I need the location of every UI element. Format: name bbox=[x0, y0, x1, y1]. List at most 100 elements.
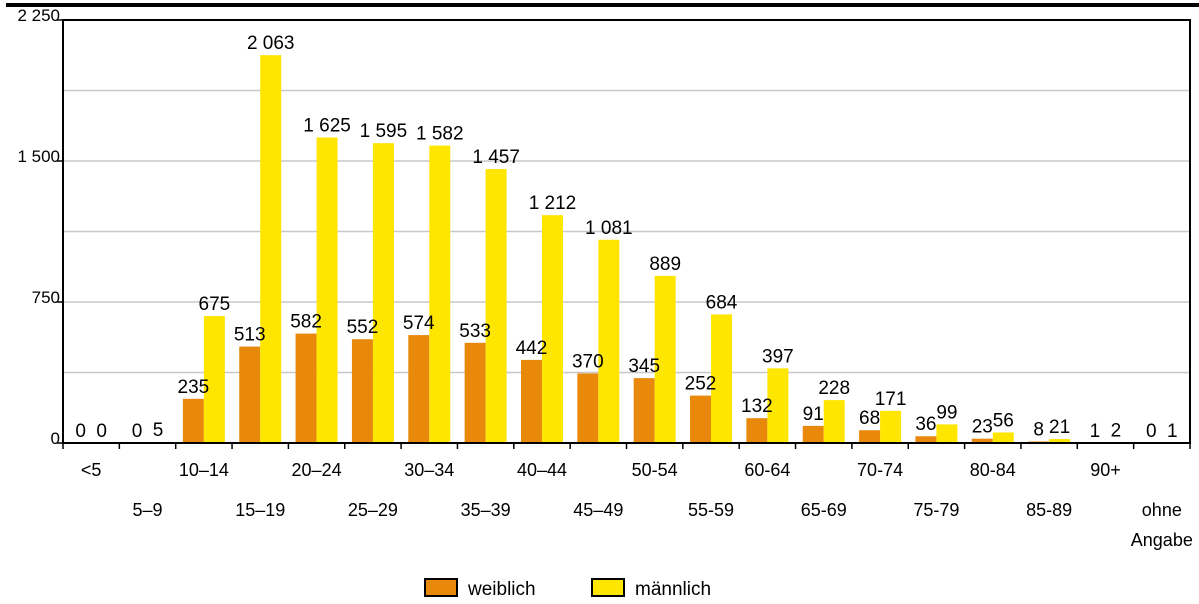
bar-männlich bbox=[316, 137, 338, 443]
bar-weiblich bbox=[690, 395, 712, 443]
legend-label-männlich: männlich bbox=[635, 579, 711, 600]
x-tick-label: Angabe bbox=[1131, 530, 1193, 550]
data-label-weiblich: 0 bbox=[1146, 421, 1157, 442]
data-label-männlich: 56 bbox=[993, 410, 1014, 431]
data-label-weiblich: 8 bbox=[1033, 419, 1044, 440]
data-label-weiblich: 91 bbox=[803, 404, 824, 425]
data-label-männlich: 1 625 bbox=[303, 116, 351, 137]
x-tick-label: 20–24 bbox=[292, 460, 342, 480]
bar-weiblich bbox=[746, 418, 768, 443]
x-tick-label: 30–34 bbox=[404, 460, 454, 480]
bar-weiblich bbox=[182, 398, 204, 443]
bar-weiblich bbox=[295, 333, 317, 443]
bar-weiblich bbox=[859, 430, 881, 443]
data-label-weiblich: 235 bbox=[178, 377, 210, 398]
data-label-weiblich: 132 bbox=[741, 396, 773, 417]
x-tick-label: 65-69 bbox=[801, 500, 847, 520]
x-tick-label: <5 bbox=[81, 460, 102, 480]
x-tick-label: 55-59 bbox=[688, 500, 734, 520]
bar-männlich bbox=[711, 314, 733, 443]
data-label-männlich: 889 bbox=[649, 254, 681, 275]
y-axis: 0 750 1 500 2 250 bbox=[17, 6, 63, 448]
x-tick-label: ohne bbox=[1142, 500, 1182, 520]
data-label-weiblich: 370 bbox=[572, 351, 604, 372]
bar-weiblich bbox=[408, 335, 430, 443]
bar-männlich bbox=[485, 169, 507, 444]
bar-männlich bbox=[429, 145, 451, 444]
data-label-weiblich: 442 bbox=[516, 338, 548, 359]
bar-männlich bbox=[992, 432, 1014, 443]
legend-label-weiblich: weiblich bbox=[467, 579, 536, 600]
x-tick-label: 80-84 bbox=[970, 460, 1016, 480]
data-label-weiblich: 23 bbox=[972, 417, 993, 438]
data-label-männlich: 2 bbox=[1111, 421, 1122, 442]
data-label-weiblich: 0 bbox=[75, 421, 86, 442]
y-tick-label: 750 bbox=[32, 288, 60, 307]
bar-männlich bbox=[598, 239, 620, 443]
y-tick-label: 0 bbox=[51, 429, 60, 448]
legend-swatch-männlich bbox=[591, 578, 625, 597]
x-tick-label: 5–9 bbox=[133, 500, 163, 520]
x-tick-label: 10–14 bbox=[179, 460, 229, 480]
data-label-männlich: 171 bbox=[875, 389, 907, 410]
data-label-männlich: 5 bbox=[153, 420, 164, 441]
data-label-weiblich: 574 bbox=[403, 313, 435, 334]
bar-weiblich bbox=[915, 436, 937, 443]
bar-weiblich bbox=[239, 346, 261, 443]
data-label-weiblich: 552 bbox=[347, 317, 379, 338]
x-tick-label: 75-79 bbox=[913, 500, 959, 520]
x-tick-label: 15–19 bbox=[235, 500, 285, 520]
x-tick-label: 70-74 bbox=[857, 460, 903, 480]
plot-frame bbox=[62, 19, 1191, 444]
data-label-männlich: 1 582 bbox=[416, 124, 464, 145]
bar-männlich bbox=[203, 316, 225, 443]
bar-weiblich bbox=[577, 373, 599, 443]
data-label-weiblich: 1 bbox=[1090, 421, 1101, 442]
data-label-männlich: 1 212 bbox=[529, 193, 577, 214]
x-axis: <5 5–9 10–14 15–19 20–24 25–29 30–34 35–39 40–44… bbox=[62, 443, 1193, 550]
bar-männlich bbox=[541, 215, 563, 443]
data-label-männlich: 684 bbox=[706, 292, 738, 313]
x-tick-label: 85-89 bbox=[1026, 500, 1072, 520]
data-label-weiblich: 533 bbox=[459, 321, 491, 342]
bar-männlich bbox=[1049, 439, 1071, 443]
data-label-männlich: 228 bbox=[818, 378, 850, 399]
bar-weiblich bbox=[633, 378, 655, 443]
data-label-männlich: 2 063 bbox=[247, 33, 295, 54]
bar-männlich bbox=[936, 424, 958, 443]
bar-männlich bbox=[654, 275, 676, 443]
y-tick-label: 2 250 bbox=[17, 6, 60, 25]
bar-weiblich bbox=[971, 438, 993, 443]
data-label-männlich: 0 bbox=[96, 421, 107, 442]
x-tick-label: 60-64 bbox=[744, 460, 790, 480]
x-tick-label: 25–29 bbox=[348, 500, 398, 520]
data-label-männlich: 1 081 bbox=[585, 218, 633, 239]
data-label-weiblich: 513 bbox=[234, 325, 266, 346]
bar-weiblich bbox=[351, 339, 373, 443]
x-tick-label: 35–39 bbox=[461, 500, 511, 520]
data-label-männlich: 397 bbox=[762, 346, 794, 367]
bar-männlich bbox=[880, 410, 902, 443]
data-label-weiblich: 252 bbox=[685, 374, 717, 395]
legend-swatch-weiblich bbox=[424, 578, 458, 597]
data-label-männlich: 675 bbox=[199, 294, 231, 315]
x-tick-label: 40–44 bbox=[517, 460, 567, 480]
bar-männlich bbox=[767, 368, 789, 443]
data-label-männlich: 1 595 bbox=[360, 121, 408, 142]
data-label-weiblich: 0 bbox=[132, 421, 143, 442]
x-tick-label: 50-54 bbox=[632, 460, 678, 480]
bar-männlich bbox=[260, 55, 282, 443]
data-label-männlich: 1 bbox=[1167, 421, 1178, 442]
bar-weiblich bbox=[802, 425, 824, 443]
data-label-weiblich: 68 bbox=[859, 408, 880, 429]
data-label-männlich: 21 bbox=[1049, 417, 1070, 438]
legend: weiblich männlich bbox=[424, 578, 711, 600]
bar-weiblich bbox=[464, 342, 486, 443]
data-label-weiblich: 582 bbox=[290, 312, 322, 333]
x-tick-label: 45–49 bbox=[573, 500, 623, 520]
bars bbox=[147, 55, 1183, 444]
x-tick-label: 90+ bbox=[1090, 460, 1121, 480]
data-label-weiblich: 345 bbox=[628, 356, 660, 377]
